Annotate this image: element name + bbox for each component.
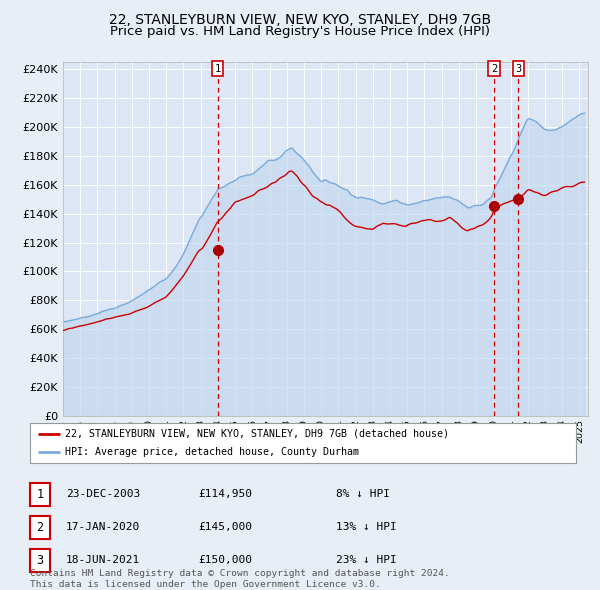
Text: 22, STANLEYBURN VIEW, NEW KYO, STANLEY, DH9 7GB: 22, STANLEYBURN VIEW, NEW KYO, STANLEY, … <box>109 13 491 27</box>
Text: 1: 1 <box>214 64 221 74</box>
Text: 23% ↓ HPI: 23% ↓ HPI <box>336 555 397 565</box>
Text: Price paid vs. HM Land Registry's House Price Index (HPI): Price paid vs. HM Land Registry's House … <box>110 25 490 38</box>
Text: 8% ↓ HPI: 8% ↓ HPI <box>336 489 390 499</box>
Text: HPI: Average price, detached house, County Durham: HPI: Average price, detached house, Coun… <box>65 447 359 457</box>
Text: 17-JAN-2020: 17-JAN-2020 <box>66 522 140 532</box>
Text: 3: 3 <box>37 554 43 567</box>
Text: 18-JUN-2021: 18-JUN-2021 <box>66 555 140 565</box>
Text: 2: 2 <box>37 521 43 534</box>
Text: £145,000: £145,000 <box>198 522 252 532</box>
Text: 2: 2 <box>491 64 497 74</box>
Text: 22, STANLEYBURN VIEW, NEW KYO, STANLEY, DH9 7GB (detached house): 22, STANLEYBURN VIEW, NEW KYO, STANLEY, … <box>65 429 449 439</box>
Text: 13% ↓ HPI: 13% ↓ HPI <box>336 522 397 532</box>
Text: £114,950: £114,950 <box>198 489 252 499</box>
Text: 23-DEC-2003: 23-DEC-2003 <box>66 489 140 499</box>
Text: 3: 3 <box>515 64 521 74</box>
Text: Contains HM Land Registry data © Crown copyright and database right 2024.
This d: Contains HM Land Registry data © Crown c… <box>30 569 450 589</box>
Text: 1: 1 <box>37 488 43 501</box>
Text: £150,000: £150,000 <box>198 555 252 565</box>
